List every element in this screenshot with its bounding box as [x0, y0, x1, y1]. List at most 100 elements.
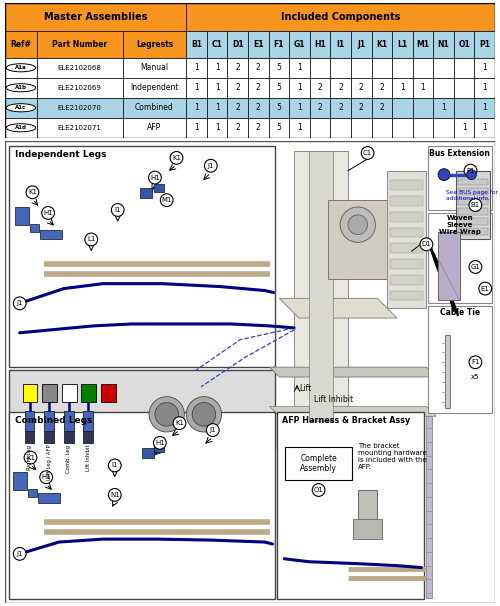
- Text: J1: J1: [208, 163, 214, 168]
- Text: 2: 2: [338, 103, 343, 112]
- Text: 5: 5: [276, 103, 281, 112]
- Text: A1d: A1d: [15, 125, 27, 130]
- Text: ELE2102068: ELE2102068: [58, 65, 102, 71]
- Text: ELE2102069: ELE2102069: [58, 85, 102, 91]
- Bar: [228, 118, 248, 138]
- Bar: [228, 58, 248, 78]
- Bar: [390, 181, 424, 190]
- Bar: [390, 259, 424, 269]
- Text: E1: E1: [481, 285, 490, 291]
- Bar: [309, 151, 334, 421]
- Bar: [445, 335, 450, 408]
- Bar: [228, 78, 248, 98]
- Bar: [268, 32, 289, 58]
- Polygon shape: [280, 298, 397, 318]
- Bar: [454, 32, 474, 58]
- Text: 2: 2: [380, 83, 384, 92]
- Text: Included Components: Included Components: [281, 12, 400, 22]
- Circle shape: [85, 233, 98, 246]
- Bar: [228, 32, 248, 58]
- Circle shape: [6, 64, 36, 72]
- Bar: [434, 118, 454, 138]
- Bar: [30, 224, 40, 231]
- Bar: [392, 98, 412, 118]
- Text: Manual: Manual: [140, 63, 168, 72]
- Text: G1: G1: [294, 40, 305, 49]
- Text: AFP Harness & Bracket Assy: AFP Harness & Bracket Assy: [282, 416, 410, 425]
- Circle shape: [108, 488, 121, 501]
- Bar: [122, 32, 186, 58]
- Bar: [310, 58, 330, 78]
- Bar: [37, 98, 122, 118]
- Bar: [142, 448, 154, 458]
- Bar: [434, 58, 454, 78]
- Bar: [154, 444, 164, 451]
- Bar: [351, 58, 372, 78]
- Bar: [390, 228, 424, 238]
- Text: ELE2102071: ELE2102071: [58, 125, 102, 131]
- Text: D1: D1: [232, 40, 243, 49]
- Circle shape: [464, 164, 477, 177]
- Text: I1: I1: [114, 207, 121, 213]
- Text: F1: F1: [471, 359, 480, 365]
- Text: 1: 1: [420, 83, 426, 92]
- Text: 2: 2: [236, 83, 240, 92]
- Bar: [186, 3, 495, 32]
- Circle shape: [479, 282, 492, 295]
- Circle shape: [340, 207, 376, 242]
- Text: H1: H1: [42, 474, 51, 480]
- Bar: [390, 212, 424, 222]
- Bar: [330, 118, 351, 138]
- Circle shape: [466, 170, 476, 179]
- Text: G1: G1: [470, 264, 480, 270]
- Circle shape: [469, 261, 482, 273]
- Text: 2: 2: [256, 63, 260, 72]
- Text: 2: 2: [256, 103, 260, 112]
- Bar: [474, 78, 495, 98]
- Text: Bus Extension: Bus Extension: [430, 149, 490, 158]
- Bar: [82, 384, 96, 402]
- Text: N1: N1: [110, 492, 120, 498]
- Bar: [474, 32, 495, 58]
- Bar: [392, 32, 412, 58]
- Bar: [28, 489, 38, 497]
- Text: H1: H1: [155, 440, 164, 446]
- Text: A1b: A1b: [15, 85, 27, 90]
- Text: I1: I1: [336, 40, 344, 49]
- Text: 2: 2: [256, 123, 260, 132]
- Bar: [310, 98, 330, 118]
- Bar: [358, 490, 378, 524]
- Bar: [154, 184, 164, 192]
- Bar: [474, 118, 495, 138]
- Bar: [248, 78, 268, 98]
- Text: Independent Legs: Independent Legs: [15, 150, 106, 159]
- Text: 1: 1: [482, 103, 487, 112]
- Bar: [289, 118, 310, 138]
- Text: Lift: Lift: [299, 384, 311, 393]
- Bar: [268, 78, 289, 98]
- Bar: [122, 118, 186, 138]
- Text: A1c: A1c: [16, 105, 26, 110]
- Text: B1: B1: [471, 202, 480, 208]
- Bar: [412, 118, 434, 138]
- Text: Comb. Leg: Comb. Leg: [66, 445, 71, 473]
- Bar: [412, 98, 434, 118]
- Circle shape: [6, 104, 36, 112]
- Text: 2: 2: [359, 103, 364, 112]
- Text: 1: 1: [215, 83, 220, 92]
- Bar: [37, 118, 122, 138]
- Circle shape: [6, 84, 36, 92]
- Bar: [207, 98, 228, 118]
- Bar: [9, 412, 276, 599]
- Circle shape: [312, 484, 325, 496]
- Text: 1: 1: [462, 123, 466, 132]
- Bar: [228, 98, 248, 118]
- Text: 1: 1: [215, 123, 220, 132]
- Bar: [186, 98, 207, 118]
- Bar: [5, 32, 37, 58]
- Bar: [428, 213, 492, 304]
- Circle shape: [170, 152, 183, 164]
- Bar: [372, 98, 392, 118]
- Bar: [458, 188, 488, 195]
- Bar: [122, 58, 186, 78]
